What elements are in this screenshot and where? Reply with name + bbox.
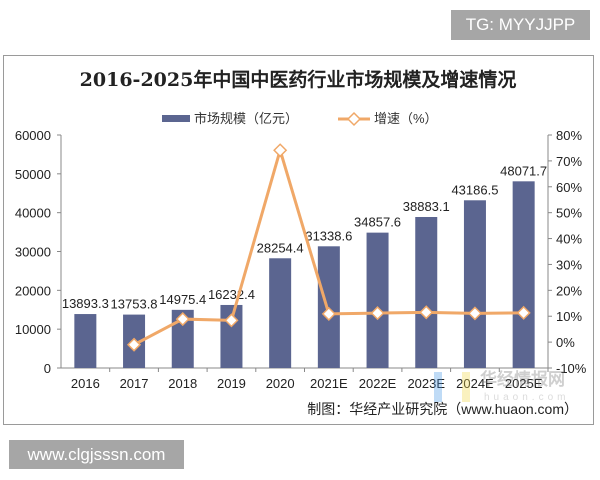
bar-data-label: 48071.7 [500,163,547,178]
y-right-tick-label: 20% [556,283,582,298]
bar-data-label: 31338.6 [305,228,352,243]
bar-data-label: 34857.6 [354,215,401,230]
watermark-top: TG: MYYJJPP [451,10,590,40]
y-left-tick-label: 60000 [15,128,51,143]
bar-data-label: 13753.8 [111,297,158,312]
logo-watermark: 华经情报网 huaon.com [434,369,569,403]
bar-data-label: 14975.4 [159,292,206,307]
growth-point [224,313,239,328]
x-tick-label: 2024E [456,376,494,391]
x-tick-label: 2017 [120,376,149,391]
legend-line-label: 增速（%） [374,111,438,126]
y-right-tick-label: 60% [556,180,582,195]
bar-data-label: 43186.5 [451,182,498,197]
legend-bar-label: 市场规模（亿元） [194,111,298,126]
chart-frame [3,55,594,425]
y-left-tick-label: 30000 [15,245,51,260]
bar-data-label: 38883.1 [403,199,450,214]
bar [171,309,194,368]
legend-bar-swatch [162,115,190,122]
watermark-bottom: www.clgjsssn.com [9,440,184,469]
growth-point [273,143,288,158]
x-tick-label: 2019 [217,376,246,391]
bar-data-label: 16232.4 [208,287,255,302]
growth-point [126,337,142,352]
y-right-tick-label: 30% [556,257,582,272]
y-right-tick-label: 0% [556,335,575,350]
x-tick-label: 2023E [407,376,445,391]
chart-title: 2016-2025年中国中医药行业市场规模及增速情况 [80,68,517,91]
legend-diamond-icon [346,111,362,127]
y-left-tick-label: 40000 [15,206,51,221]
x-tick-label: 2020 [266,376,295,391]
y-right-tick-label: 40% [556,232,582,247]
bar [269,258,292,368]
x-tick-label: 2025E [505,376,543,391]
y-left-tick-label: 50000 [15,167,51,182]
growth-point [516,305,531,320]
legend: 市场规模（亿元） 增速（%） [162,111,438,127]
growth-point [370,306,385,321]
bar [415,217,438,368]
y-left-tick-label: 10000 [15,322,51,337]
bar [463,200,486,368]
bar [512,181,535,368]
growth-point [175,312,190,327]
bar-data-label: 13893.3 [62,296,109,311]
y-right-tick-label: -10% [556,361,587,376]
bar [74,314,97,368]
x-tick-label: 2016 [71,376,100,391]
y-right-tick-label: 10% [556,309,582,324]
x-tick-label: 2018 [168,376,197,391]
bar-data-label: 28254.4 [257,240,304,255]
growth-point [321,306,336,321]
bar [366,232,389,368]
x-tick-label: 2022E [359,376,397,391]
y-left-tick-label: 0 [44,361,51,376]
growth-point [419,305,434,320]
svg-text:华经情报网: 华经情报网 [480,369,565,389]
source-note: 制图：华经产业研究院（www.huaon.com） [307,401,578,417]
y-right-tick-label: 80% [556,128,582,143]
y-left-tick-label: 20000 [15,283,51,298]
svg-text:huaon.com: huaon.com [484,392,569,403]
y-right-tick-label: 50% [556,206,582,221]
growth-point [467,306,483,321]
y-right-tick-label: 70% [556,154,582,169]
x-tick-label: 2021E [310,376,348,391]
